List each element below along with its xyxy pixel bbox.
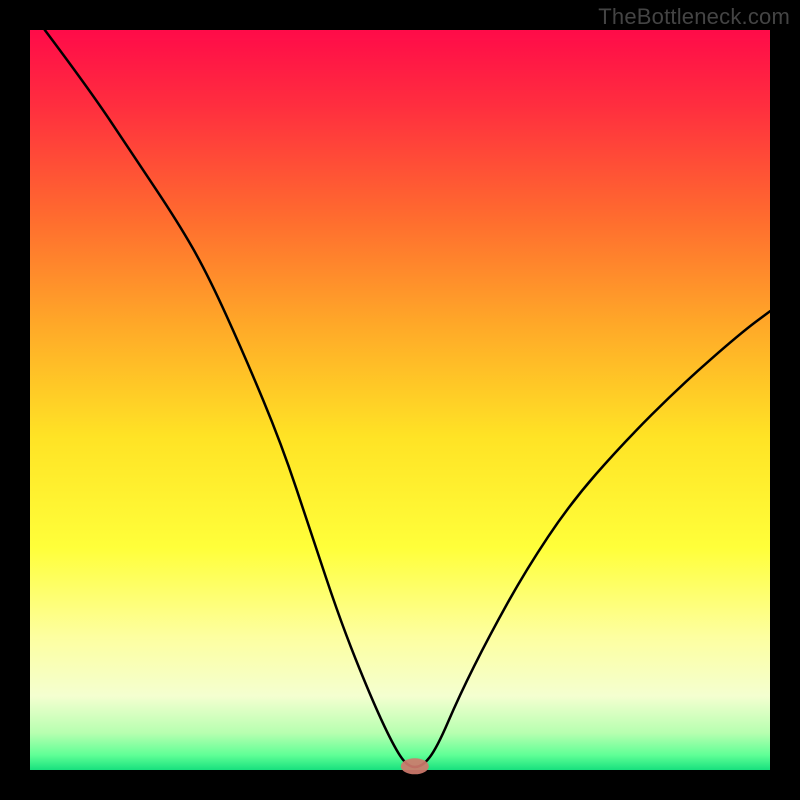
- plot-background: [30, 30, 770, 770]
- bottleneck-chart: [0, 0, 800, 800]
- optimal-marker: [401, 758, 429, 774]
- chart-container: TheBottleneck.com: [0, 0, 800, 800]
